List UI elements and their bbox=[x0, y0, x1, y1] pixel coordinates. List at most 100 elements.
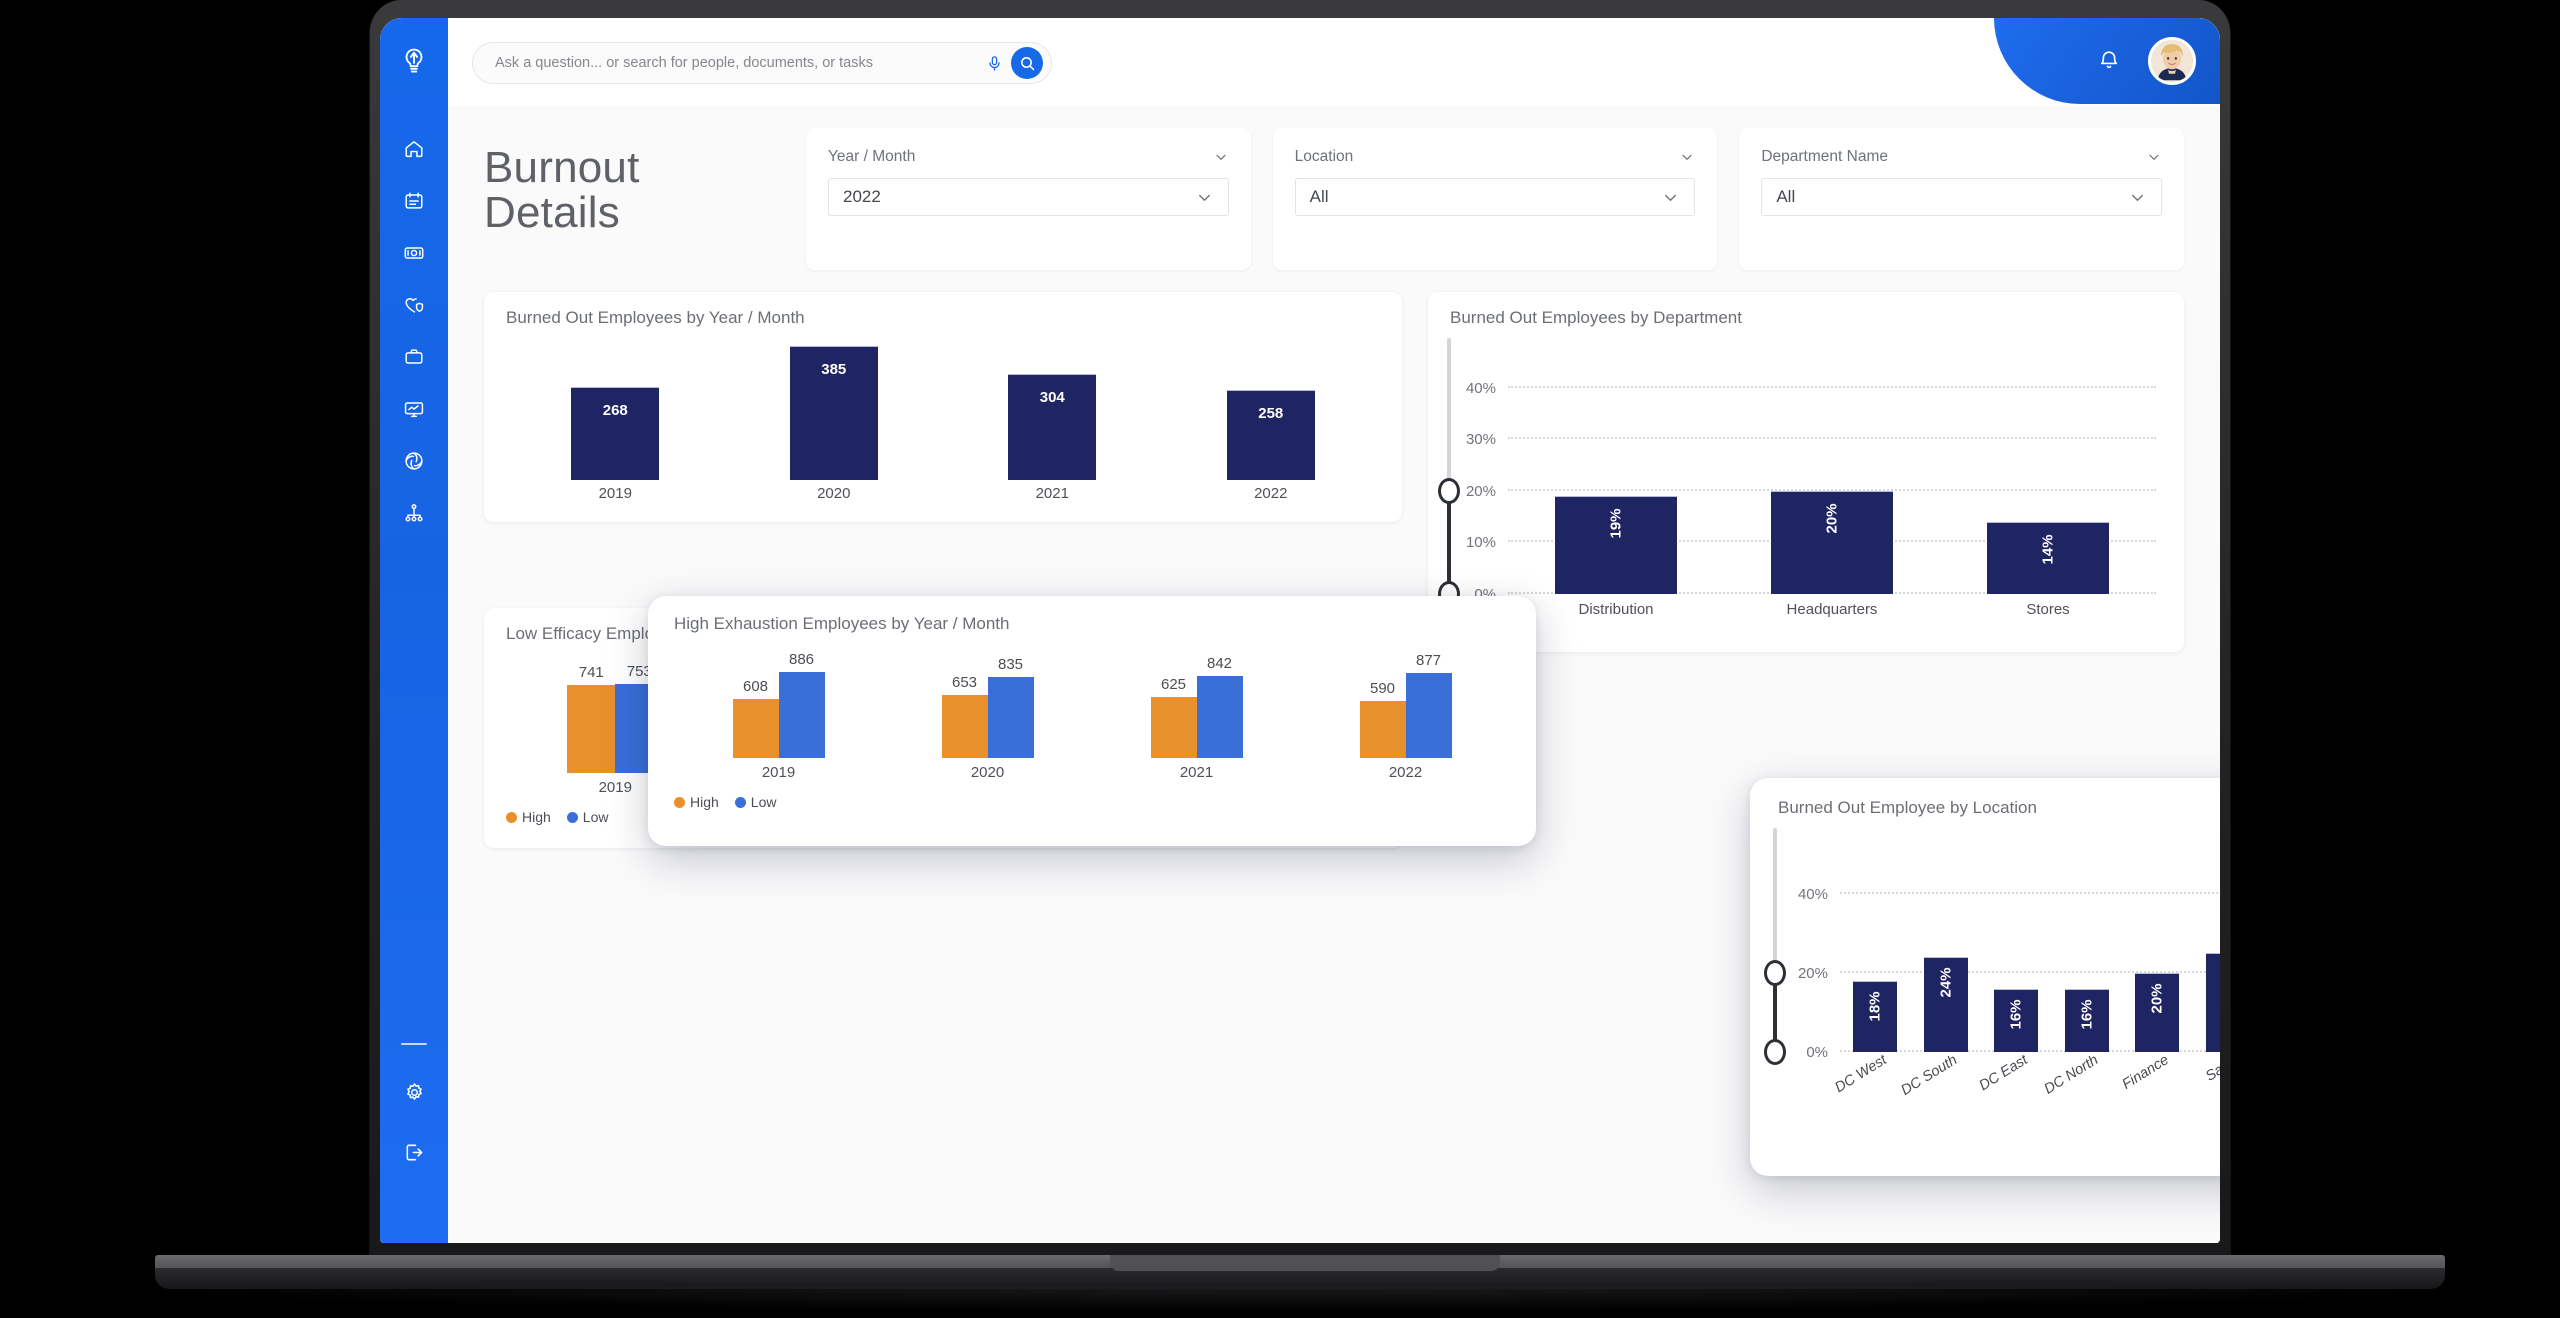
bar[interactable] bbox=[567, 685, 616, 773]
app-logo[interactable] bbox=[399, 46, 429, 76]
sidebar-item-reports[interactable] bbox=[393, 388, 435, 430]
slider-handle-max[interactable] bbox=[1764, 959, 1786, 986]
range-slider[interactable] bbox=[1438, 338, 1460, 607]
filter-year-month: Year / Month 2022 bbox=[806, 128, 1251, 270]
filter-department-select[interactable]: All bbox=[1761, 178, 2163, 216]
chevron-down-icon[interactable] bbox=[2146, 149, 2162, 165]
bar[interactable]: 25% bbox=[2205, 953, 2220, 1052]
slider-track[interactable] bbox=[1773, 828, 1777, 1052]
chart-title: Burned Out Employees by Department bbox=[1450, 308, 1742, 327]
chart-legend-low-efficacy: High Low bbox=[506, 809, 1380, 825]
gridline bbox=[1508, 437, 2156, 440]
bar[interactable]: 24% bbox=[1923, 957, 1968, 1052]
bar[interactable]: 16% bbox=[2064, 988, 2109, 1052]
range-slider[interactable] bbox=[1764, 828, 1786, 1065]
bar[interactable] bbox=[1359, 700, 1406, 758]
bar[interactable]: 18% bbox=[1853, 980, 1898, 1052]
bar[interactable] bbox=[987, 677, 1034, 758]
sidebar-item-logout[interactable] bbox=[393, 1131, 435, 1173]
bar[interactable] bbox=[1196, 676, 1243, 758]
bar[interactable] bbox=[941, 694, 988, 758]
filter-department: Department Name All bbox=[1739, 128, 2185, 270]
bar[interactable]: 20% bbox=[1771, 490, 1893, 594]
voice-search-button[interactable] bbox=[981, 50, 1007, 76]
sidebar-item-home[interactable] bbox=[393, 128, 435, 170]
y-axis-label: 30% bbox=[1465, 431, 1496, 449]
bar-column: 24% bbox=[1923, 870, 1968, 1052]
bar[interactable] bbox=[778, 672, 825, 758]
bar-value-label: 20% bbox=[2148, 983, 2166, 1014]
sidebar bbox=[380, 18, 448, 1243]
legend-label: Low bbox=[750, 794, 777, 810]
bar-value-label: 608 bbox=[742, 678, 769, 696]
bar[interactable]: 16% bbox=[1994, 988, 2039, 1052]
bar-column bbox=[1196, 666, 1243, 758]
sidebar-item-calendar[interactable] bbox=[393, 180, 435, 222]
bar-value-label: 886 bbox=[788, 651, 815, 669]
slider-track[interactable] bbox=[1447, 338, 1451, 594]
search-bar[interactable] bbox=[472, 42, 1052, 84]
notifications-button[interactable] bbox=[2092, 44, 2126, 78]
bar[interactable]: 20% bbox=[2135, 972, 2180, 1052]
charts-column-right: Burned Out Employees by Department 0% 10%… bbox=[1428, 292, 2184, 848]
chevron-down-icon[interactable] bbox=[1213, 149, 1229, 165]
y-axis-label: 10% bbox=[1465, 534, 1496, 552]
bar[interactable] bbox=[732, 699, 779, 758]
chevron-down-icon[interactable] bbox=[1679, 149, 1695, 165]
bar-column bbox=[567, 676, 616, 773]
logout-icon bbox=[406, 1144, 422, 1160]
filter-year-month-select[interactable]: 2022 bbox=[828, 178, 1229, 216]
bar-column: 385 bbox=[789, 334, 878, 480]
heart-shield-icon bbox=[405, 298, 424, 313]
filter-value: All bbox=[1776, 187, 1796, 206]
x-axis-label: 2019 bbox=[598, 485, 632, 502]
bar[interactable] bbox=[1150, 697, 1197, 758]
search-icon bbox=[1020, 56, 1034, 70]
filter-label: Year / Month bbox=[828, 148, 916, 165]
bar[interactable]: 304 bbox=[1008, 374, 1097, 480]
bar-value-label: 741 bbox=[578, 664, 604, 682]
sidebar-item-jobs[interactable] bbox=[393, 336, 435, 378]
chart-title: Burned Out Employee by Location bbox=[1778, 798, 2037, 817]
sidebar-item-benefits[interactable] bbox=[393, 284, 435, 326]
calendar-icon bbox=[405, 192, 423, 209]
sidebar-item-settings[interactable] bbox=[393, 1071, 435, 1113]
search-button[interactable] bbox=[1011, 47, 1043, 79]
notification-bell-icon bbox=[2101, 51, 2117, 69]
bar-value-label: 877 bbox=[1415, 652, 1442, 670]
lightbulb-idea-icon bbox=[405, 48, 423, 73]
sidebar-item-payroll[interactable] bbox=[393, 232, 435, 274]
chart-card-by-location: Burned Out Employee by Location 0% 20% 40%… bbox=[1750, 778, 2220, 1176]
bar-value-label: 16% bbox=[2078, 999, 2096, 1030]
y-axis-label: 40% bbox=[1797, 885, 1828, 903]
sidebar-item-org-chart[interactable] bbox=[393, 492, 435, 534]
filter-value: All bbox=[1309, 187, 1329, 206]
avatar[interactable] bbox=[2148, 37, 2196, 85]
filter-location-select[interactable]: All bbox=[1294, 178, 1696, 216]
chevron-down-icon bbox=[1665, 194, 1677, 201]
page-title-line1: Burnout bbox=[484, 143, 640, 192]
slider-handle-min[interactable] bbox=[1764, 1039, 1786, 1065]
briefcase-icon bbox=[405, 349, 423, 364]
bar[interactable]: 19% bbox=[1555, 496, 1677, 594]
slider-handle-max[interactable] bbox=[1438, 477, 1460, 504]
chart-plot-high-exhaustion: 608 886 2019 653 835 2020 625 842 2021 590 877 2022 bbox=[674, 640, 1510, 790]
bar[interactable]: 268 bbox=[571, 386, 660, 480]
user-avatar bbox=[2151, 40, 2193, 82]
sidebar-item-analytics[interactable] bbox=[393, 440, 435, 482]
x-axis-label: 2019 bbox=[761, 764, 796, 781]
y-axis-label: 20% bbox=[1465, 482, 1496, 500]
chevron-down-icon bbox=[2132, 194, 2143, 201]
gridline bbox=[1508, 385, 2156, 388]
chart-title: High Exhaustion Employees by Year / Mont… bbox=[674, 614, 1010, 633]
bar-value-label: 25% bbox=[2219, 964, 2220, 994]
bar[interactable]: 14% bbox=[1987, 521, 2109, 594]
search-input[interactable] bbox=[495, 55, 981, 71]
legend-label: High bbox=[522, 809, 551, 825]
bar[interactable]: 258 bbox=[1226, 390, 1315, 480]
y-axis-label: 20% bbox=[1797, 964, 1828, 982]
bar[interactable] bbox=[1405, 673, 1452, 758]
header-row: Burnout Details Year / Month 2022 bbox=[484, 128, 2185, 278]
bar[interactable]: 385 bbox=[789, 346, 878, 480]
bar-column bbox=[778, 666, 825, 758]
